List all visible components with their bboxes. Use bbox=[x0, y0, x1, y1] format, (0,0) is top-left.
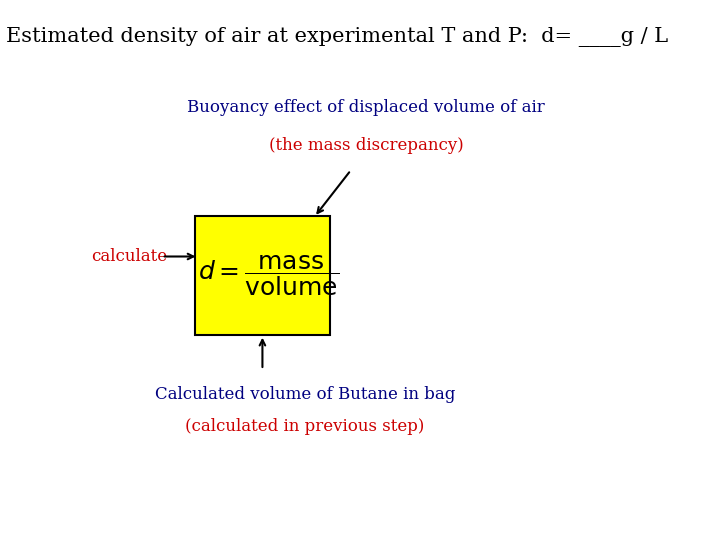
FancyBboxPatch shape bbox=[195, 216, 330, 335]
Text: Buoyancy effect of displaced volume of air: Buoyancy effect of displaced volume of a… bbox=[187, 99, 545, 117]
Text: (calculated in previous step): (calculated in previous step) bbox=[186, 418, 425, 435]
Text: calculate: calculate bbox=[91, 248, 168, 265]
Text: Calculated volume of Butane in bag: Calculated volume of Butane in bag bbox=[155, 386, 455, 403]
Text: (the mass discrepancy): (the mass discrepancy) bbox=[269, 137, 464, 154]
Text: $d = \dfrac{\mathrm{mass}}{\mathrm{volume}}$: $d = \dfrac{\mathrm{mass}}{\mathrm{volum… bbox=[198, 253, 339, 298]
Text: Estimated density of air at experimental T and P:  d= ____g / L: Estimated density of air at experimental… bbox=[6, 27, 668, 47]
